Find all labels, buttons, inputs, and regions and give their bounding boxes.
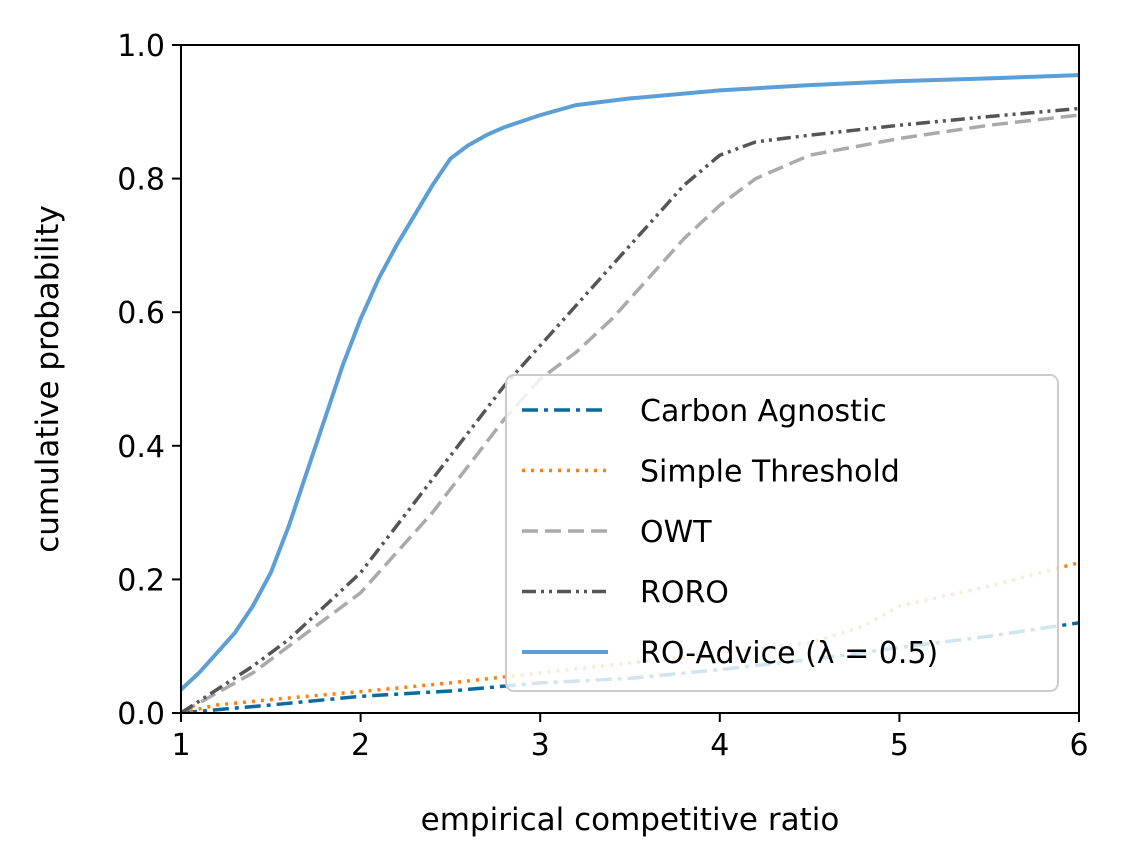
legend-label-2: Simple Threshold bbox=[640, 455, 900, 490]
y-tick-label: 0.0 bbox=[117, 697, 165, 732]
x-tick-label: 1 bbox=[171, 728, 190, 763]
plot-frame bbox=[180, 44, 1080, 714]
legend-box bbox=[505, 374, 1059, 692]
y-tick-label: 0.6 bbox=[117, 296, 165, 331]
y-tick-label: 0.2 bbox=[117, 563, 165, 598]
legend-label-5: RO-Advice (λ = 0.5) bbox=[640, 636, 938, 671]
x-tick-label: 4 bbox=[710, 728, 729, 763]
legend-label-1: Carbon Agnostic bbox=[640, 394, 887, 429]
x-tick-label: 3 bbox=[531, 728, 550, 763]
x-tick-label: 5 bbox=[890, 728, 909, 763]
y-tick-label: 0.4 bbox=[117, 430, 165, 465]
x-tick-label: 2 bbox=[351, 728, 370, 763]
x-axis-label: empirical competitive ratio bbox=[421, 802, 840, 838]
legend-label-3: OWT bbox=[640, 515, 712, 550]
legend-label-4: RORO bbox=[640, 576, 729, 611]
series-line-4 bbox=[181, 106, 1079, 713]
legend: Carbon Agnostic Simple Threshold OWT RORO RO… bbox=[505, 374, 1059, 692]
series-line-5 bbox=[181, 73, 1079, 692]
y-tick-label: 1.0 bbox=[117, 29, 165, 64]
axis-layer: 1 2 3 4 5 6 0.0 0.2 0.4 0.6 0.8 1.0 bbox=[117, 29, 1088, 763]
x-tick-label: 6 bbox=[1069, 728, 1088, 763]
y-axis-label: cumulative probability bbox=[30, 205, 66, 553]
y-tick-label: 0.8 bbox=[117, 163, 165, 198]
